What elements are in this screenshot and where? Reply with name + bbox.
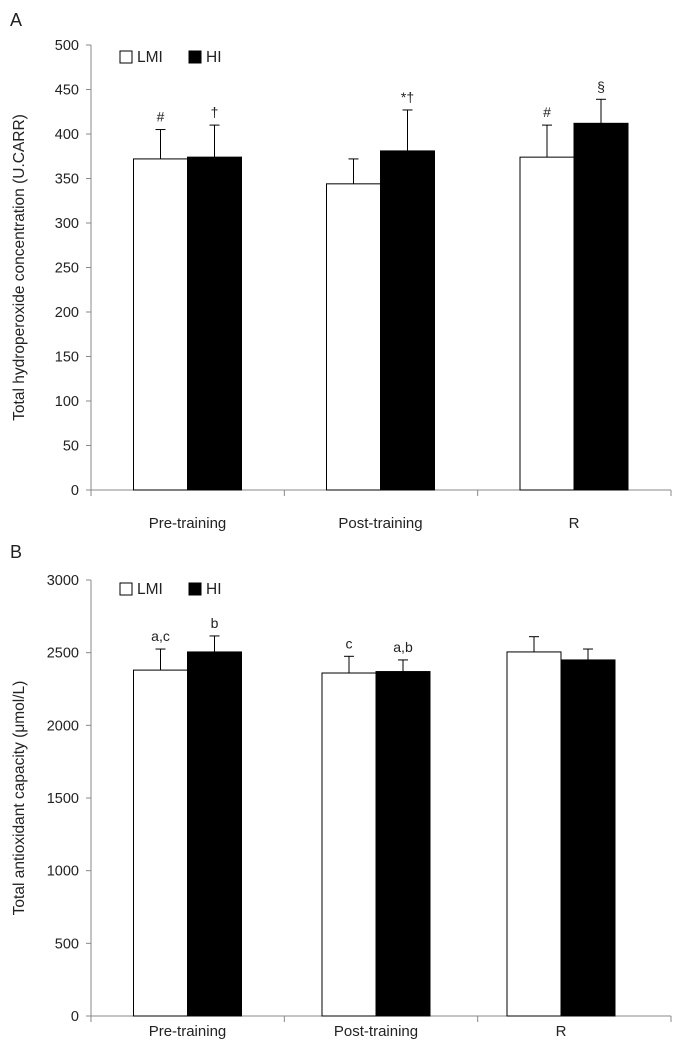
- bar: [375, 671, 431, 1017]
- significance-label: b: [211, 615, 219, 631]
- y-axis-title: Total hydroperoxide concentration (U.CAR…: [11, 114, 28, 421]
- y-tick-label: 100: [55, 394, 79, 410]
- significance-label: *†: [401, 89, 414, 105]
- y-tick-label: 2500: [47, 646, 79, 662]
- significance-label: a,b: [393, 639, 413, 655]
- legend-swatch: [119, 582, 133, 596]
- panel-b: B 0 500 1000 1500 2000 2500 3000 Total antioxida…: [10, 542, 672, 1040]
- y-tick-label: 200: [55, 305, 79, 321]
- y-tick-label: 50: [63, 439, 79, 455]
- bar: [133, 158, 188, 491]
- x-tick-label: Pre-training: [149, 1023, 227, 1040]
- y-tick-label: 300: [55, 216, 79, 232]
- x-tick-label: Post-training: [338, 515, 422, 532]
- x-tick-label: Post-training: [334, 1023, 418, 1040]
- panel-letter: A: [10, 10, 22, 30]
- y-tick-label: 0: [71, 483, 79, 499]
- bar: [519, 156, 575, 491]
- y-tick-label: 500: [55, 936, 79, 952]
- y-axis-title: Total antioxidant capacity (μmol/L): [11, 681, 28, 916]
- bar: [133, 669, 188, 1017]
- legend-swatch: [119, 50, 133, 64]
- bar: [326, 183, 381, 491]
- y-tick-label: 450: [55, 83, 79, 99]
- y-tick-label: 3000: [47, 573, 79, 589]
- bar: [573, 122, 629, 491]
- legend-swatch: [188, 582, 202, 596]
- y-tick-label: 400: [55, 127, 79, 143]
- legend-label: LMI: [137, 581, 163, 598]
- legend-label: HI: [206, 581, 222, 598]
- bar: [321, 672, 377, 1017]
- bar: [187, 651, 242, 1017]
- legend-swatch: [188, 50, 202, 64]
- significance-label: †: [211, 104, 219, 120]
- y-tick-label: 1000: [47, 864, 79, 880]
- x-tick-label: Pre-training: [149, 515, 227, 532]
- significance-label: a,c: [151, 628, 170, 644]
- significance-label: #: [543, 104, 551, 120]
- y-tick-label: 350: [55, 172, 79, 188]
- y-tick-label: 2000: [47, 718, 79, 734]
- y-tick-label: 1500: [47, 791, 79, 807]
- x-tick-label: R: [556, 1023, 567, 1040]
- panel-a: A 0 50 100 150 200 250 300 350 400 450 500 Total hyd…: [10, 10, 672, 532]
- bar: [187, 156, 242, 491]
- legend-label: HI: [206, 49, 222, 66]
- y-tick-label: 0: [71, 1009, 79, 1025]
- y-tick-label: 500: [55, 38, 79, 54]
- y-tick-label: 250: [55, 261, 79, 277]
- y-tick-label: 150: [55, 350, 79, 366]
- bar: [506, 651, 562, 1017]
- legend-label: LMI: [137, 49, 163, 66]
- bar: [380, 150, 435, 491]
- significance-label: #: [157, 109, 165, 125]
- x-tick-label: R: [569, 515, 580, 532]
- bar: [560, 659, 616, 1017]
- panel-letter: B: [10, 542, 22, 562]
- significance-label: c: [346, 635, 353, 651]
- significance-label: §: [597, 78, 605, 94]
